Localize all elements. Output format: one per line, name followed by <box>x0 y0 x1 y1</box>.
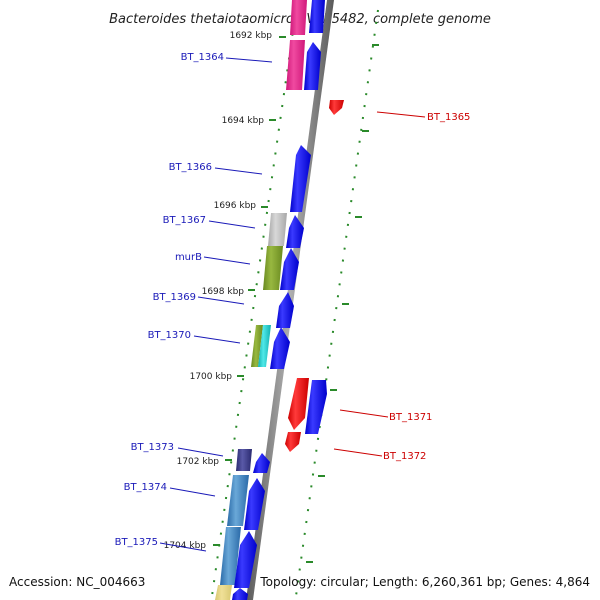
cog-bar-murb <box>263 246 283 290</box>
right-tick-track <box>295 9 379 597</box>
gene-label-bt1365[interactable]: BT_1365 <box>427 112 470 123</box>
gene-arrow-bt1367[interactable] <box>286 215 304 248</box>
scale-label-1696: 1696 kbp <box>214 201 257 211</box>
gene-label-bt1371[interactable]: BT_1371 <box>389 412 432 423</box>
forward-genes <box>232 0 327 600</box>
gene-arrow-bt1371-fwd[interactable] <box>305 380 327 434</box>
gene-arrow-bt1371[interactable] <box>288 378 309 430</box>
gene-arrow-top[interactable] <box>309 0 325 33</box>
scale-label-1694: 1694 kbp <box>222 116 265 126</box>
cog-bar-bt1375 <box>220 527 241 585</box>
gene-label-bt1369[interactable]: BT_1369 <box>153 292 196 303</box>
right-gene-labels: BT_1365 BT_1371 BT_1372 <box>383 112 470 462</box>
scale-label-1702: 1702 kbp <box>177 457 220 467</box>
gene-label-bt1372[interactable]: BT_1372 <box>383 451 426 462</box>
gene-label-bt1373[interactable]: BT_1373 <box>131 442 174 453</box>
cog-bars <box>215 0 307 600</box>
gene-arrow-bt1374[interactable] <box>244 478 265 530</box>
scale-label-1704: 1704 kbp <box>164 541 207 551</box>
accession-text: Accession: NC_004663 <box>9 575 145 589</box>
scale-label-1698: 1698 kbp <box>202 287 245 297</box>
left-leader-lines <box>159 57 273 552</box>
gene-label-bt1367[interactable]: BT_1367 <box>163 215 206 226</box>
gene-label-murb[interactable]: murB <box>175 252 202 263</box>
right-leader-lines <box>333 111 426 457</box>
gene-arrow-murb[interactable] <box>280 248 299 290</box>
cog-bar-bt1367 <box>268 213 287 246</box>
cog-bar-bt1370a <box>251 325 263 367</box>
gene-arrow-bt1366[interactable] <box>290 145 311 212</box>
scale-label-1700: 1700 kbp <box>190 372 233 382</box>
gene-arrow-bt1372[interactable] <box>285 432 301 452</box>
reverse-genes <box>285 100 344 452</box>
left-tick-track <box>211 9 297 597</box>
cog-bar-bt1364 <box>286 40 305 90</box>
gene-arrow-bt1375[interactable] <box>234 531 257 588</box>
cog-bar-bt1364-top <box>290 0 307 35</box>
topology-text: Topology: circular; Length: 6,260,361 bp… <box>259 575 590 589</box>
gene-label-bt1366[interactable]: BT_1366 <box>169 162 212 173</box>
gene-label-bt1370[interactable]: BT_1370 <box>148 330 191 341</box>
gene-label-bt1374[interactable]: BT_1374 <box>124 482 167 493</box>
gene-arrow-bt1364[interactable] <box>304 42 321 90</box>
cog-bar-bt1370b <box>258 325 271 367</box>
gene-arrow-bt1365[interactable] <box>329 100 344 115</box>
scale-labels: 1692 kbp 1694 kbp 1696 kbp 1698 kbp 1700… <box>164 31 273 551</box>
gene-label-bt1364[interactable]: BT_1364 <box>181 52 224 63</box>
gene-arrow-bt1369[interactable] <box>276 292 294 328</box>
left-gene-labels: BT_1364 BT_1366 BT_1367 murB BT_1369 BT_… <box>115 52 224 548</box>
cog-bar-bt1374 <box>227 475 249 526</box>
cog-bar-bottom <box>215 585 232 600</box>
gene-arrow-bottom[interactable] <box>232 588 248 600</box>
scale-label-1692: 1692 kbp <box>230 31 273 41</box>
gene-arrow-bt1373[interactable] <box>253 453 270 473</box>
cog-bar-bt1373 <box>236 449 252 471</box>
gene-label-bt1375[interactable]: BT_1375 <box>115 537 158 548</box>
scale-ticks <box>213 36 379 563</box>
gene-arrow-bt1370[interactable] <box>270 327 290 369</box>
